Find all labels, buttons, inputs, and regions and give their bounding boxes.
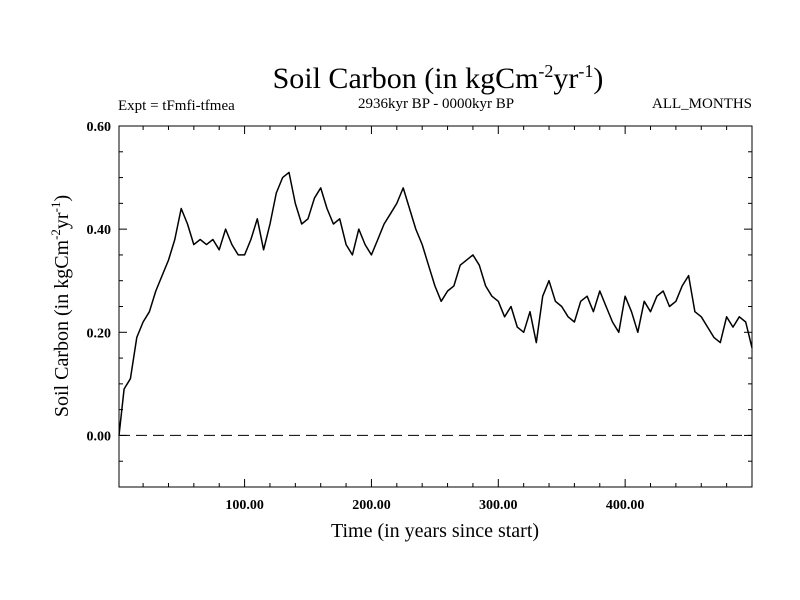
y-axis-label: Soil Carbon (in kgCm-2yr-1) [48, 195, 73, 417]
y-tick-label: 0.00 [87, 429, 112, 444]
x-axis-label: Time (in years since start) [331, 520, 539, 542]
period-label: 2936kyr BP - 0000kyr BP [358, 96, 514, 112]
expt-label: Expt = tFmfi-tfmea [118, 98, 235, 114]
x-tick-label: 400.00 [606, 498, 645, 513]
months-label: ALL_MONTHS [652, 96, 752, 112]
x-tick-label: 100.00 [225, 498, 264, 513]
x-tick-label: 200.00 [352, 498, 391, 513]
chart-title: Soil Carbon (in kgCm-2yr-1) [273, 61, 604, 95]
axis-ticks: 0.00 0.20 0.40 0.60 100.00 200.00 300.00 400.00 [87, 120, 752, 513]
y-tick-label: 0.60 [87, 120, 112, 135]
plot-frame [118, 125, 753, 488]
y-tick-label: 0.20 [87, 326, 112, 341]
soil-carbon-series-line [118, 171, 753, 436]
x-tick-label: 300.00 [479, 498, 518, 513]
y-tick-label: 0.40 [87, 223, 112, 238]
